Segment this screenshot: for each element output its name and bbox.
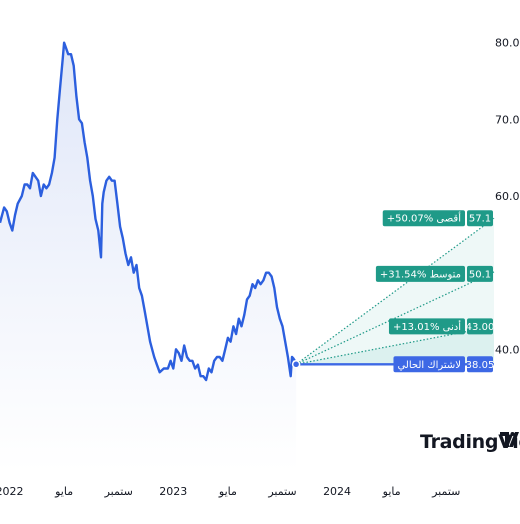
forecast-tag-0-label-part-0: +50.07% — [387, 214, 434, 225]
forecast-tag-0: 57.1 +50.07% أقصى — [382, 210, 493, 227]
y-tick-label-2: 70.0 — [495, 113, 520, 126]
forecast-tag-2-value-chip — [467, 318, 493, 335]
forecast-tag-2-value: 43.00 — [466, 322, 495, 333]
forecast-tag-1-value-chip — [467, 265, 493, 282]
x-axis: 2022 مايو ستمبر 2023 مايو ستمبر 2024 مايو ستمبر — [0, 485, 460, 498]
current-price-tag-label: لاشتراك الحالي — [397, 360, 461, 371]
x-tick-label-1: مايو — [54, 485, 73, 498]
forecast-tag-2-label-chip — [388, 318, 465, 335]
current-price-tag-value: 38.05 — [466, 360, 495, 371]
forecast-tag-2: 43.00 +13.01% أدنى — [388, 318, 495, 335]
price-tags: 57.1 +50.07% أقصى 50.1 +31.54% متوسط 43.00 +1… — [375, 210, 495, 373]
forecast-tag-2-label: +13.01% أدنى — [393, 320, 461, 333]
tradingview-wordmark: TradingView — [420, 431, 520, 453]
x-tick-label-7: مايو — [382, 485, 401, 498]
forecast-tag-2-label-part-0: +13.01% — [393, 322, 440, 333]
forecast-tag-1-label-part-0: +31.54% — [380, 269, 427, 280]
forecast-line-0 — [295, 217, 495, 365]
forecast-tag-1-label-chip — [375, 265, 465, 282]
x-tick-label-5: ستمبر — [267, 485, 296, 498]
price-line — [0, 41, 298, 382]
forecast-tag-1-label: +31.54% متوسط — [380, 269, 461, 280]
forecast-tag-0-label: +50.07% أقصى — [387, 212, 461, 225]
x-tick-label-3: 2023 — [159, 485, 187, 498]
x-tick-label-4: مايو — [218, 485, 237, 498]
forecast-tag-1-value: 50.1 — [469, 269, 491, 280]
forecast-tag-2-label-part-1: أدنى — [439, 320, 461, 333]
forecast-layer — [295, 217, 495, 365]
y-axis: 40.0 60.0 70.0 80.0 — [495, 37, 520, 357]
forecast-line-1 — [295, 271, 495, 365]
x-tick-label-2: ستمبر — [104, 485, 133, 498]
forecast-tag-1: 50.1 +31.54% متوسط — [375, 265, 493, 282]
tradingview-logo: TradingView — [420, 431, 520, 453]
tv-logo-icon — [500, 432, 519, 447]
y-tick-label-3: 80.0 — [495, 37, 520, 50]
current-price-tag-label-chip — [393, 356, 465, 373]
forecast-tag-0-label-part-1: أقصى — [433, 212, 461, 225]
price-area-layer — [0, 42, 297, 472]
price-area — [0, 42, 297, 472]
forecast-tag-0-label-chip — [382, 210, 465, 227]
x-tick-label-6: 2024 — [323, 485, 351, 498]
x-tick-label-0: 2022 — [0, 485, 24, 498]
price-line-layer — [0, 41, 298, 382]
current-price-tag-label-part-0: لاشتراك الحالي — [397, 360, 461, 371]
forecast-tag-1-label-part-1: متوسط — [426, 269, 461, 280]
current-price-tag: 38.05 لاشتراك الحالي — [393, 356, 495, 373]
y-tick-label-1: 60.0 — [495, 190, 520, 203]
y-tick-label-0: 40.0 — [495, 343, 520, 356]
current-price-dot — [291, 360, 301, 369]
forecast-tag-0-value-chip — [467, 210, 493, 227]
current-price-tag-value-chip — [467, 356, 493, 373]
forecast-tag-0-value: 57.1 — [469, 214, 491, 225]
x-tick-label-8: ستمبر — [431, 485, 460, 498]
